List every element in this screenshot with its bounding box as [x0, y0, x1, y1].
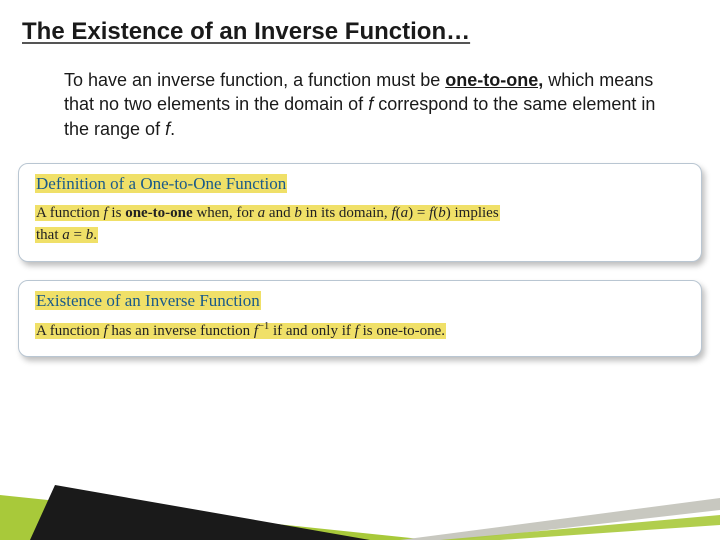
defbox2-line1: A function f has an inverse function f−1…: [35, 323, 446, 339]
b1-m5: implies: [451, 205, 499, 221]
b1-bold: one-to-one: [125, 205, 193, 221]
b1-e2b: =: [70, 227, 86, 243]
b1-b: b: [294, 205, 302, 221]
b1-m4: in its domain,: [302, 205, 392, 221]
b1-m1: is: [108, 205, 126, 221]
definition-box-inverse-existence: Existence of an Inverse Function A funct…: [18, 280, 702, 358]
b2-finv-exp: −1: [258, 321, 269, 332]
defbox1-body: A function f is one-to-one when, for a a…: [35, 202, 685, 247]
slide-decoration: [0, 420, 720, 540]
defbox1-line1: A function f is one-to-one when, for a a…: [35, 205, 500, 221]
definition-box-one-to-one: Definition of a One-to-One Function A fu…: [18, 163, 702, 262]
b1-pre: A function: [36, 205, 104, 221]
intro-text-1: To have an inverse function, a function …: [64, 70, 445, 90]
b2-m2: if and only if: [269, 323, 354, 339]
b1-e1d: ) =: [408, 205, 429, 221]
defbox1-title-text: Definition of a One-to-One Function: [35, 174, 287, 193]
b1-l2b: .: [93, 227, 97, 243]
intro-bold: one-to-one,: [445, 70, 543, 90]
b1-e1c: a: [401, 205, 409, 221]
defbox2-title: Existence of an Inverse Function: [35, 291, 685, 311]
b1-e1g: b: [438, 205, 446, 221]
b1-l2a: that: [36, 227, 62, 243]
b2-m3: is one-to-one.: [359, 323, 445, 339]
defbox1-title: Definition of a One-to-One Function: [35, 174, 685, 194]
b1-m3: and: [265, 205, 294, 221]
b2-pre: A function: [36, 323, 104, 339]
intro-paragraph: To have an inverse function, a function …: [0, 46, 720, 141]
b1-m2: when, for: [193, 205, 258, 221]
defbox1-line2: that a = b.: [35, 227, 98, 243]
b2-m1: has an inverse function: [108, 323, 254, 339]
intro-text-4: .: [170, 119, 175, 139]
defbox2-title-text: Existence of an Inverse Function: [35, 291, 261, 310]
page-title: The Existence of an Inverse Function…: [0, 0, 720, 46]
b1-e2a: a: [62, 227, 70, 243]
defbox2-body: A function f has an inverse function f−1…: [35, 319, 685, 343]
